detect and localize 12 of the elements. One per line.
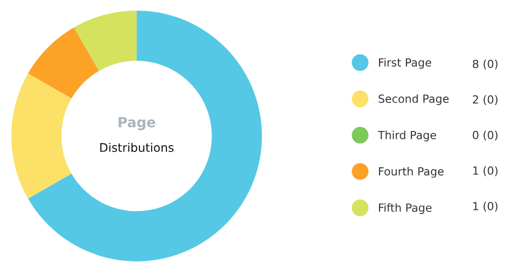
legend-label: Fifth Page (379, 203, 432, 214)
legend-label: Fourth Page (379, 166, 444, 178)
text: Page (118, 117, 156, 130)
text: 0 (0) (472, 130, 498, 141)
legend-label: First Page (379, 58, 432, 69)
text: Distributions (100, 142, 174, 152)
data-label: 8 (0) (472, 60, 498, 70)
data-label: 2 (0) (472, 95, 498, 105)
legend-label: Third Page (378, 130, 436, 142)
data-label: 1 (0) (473, 202, 498, 212)
data-label: 1 (0) (473, 166, 498, 176)
legend-label: Second Page (378, 94, 449, 106)
